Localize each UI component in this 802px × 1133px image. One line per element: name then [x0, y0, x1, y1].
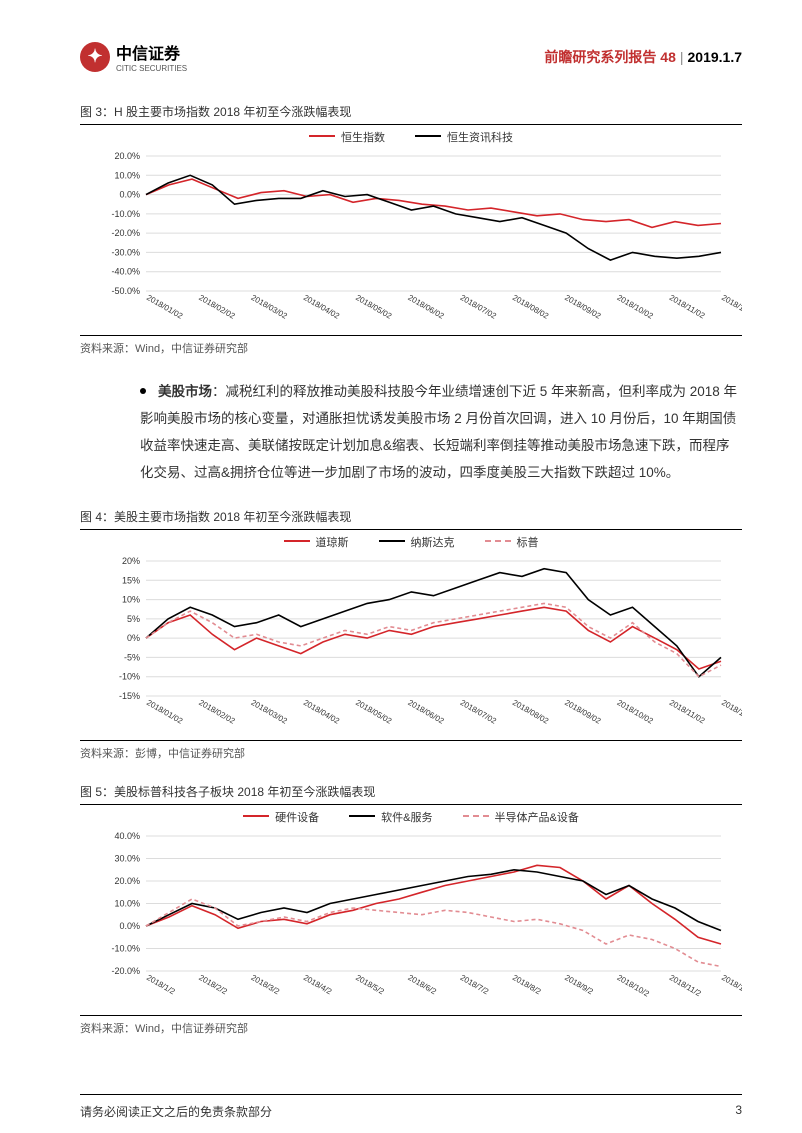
svg-text:-40.0%: -40.0% — [111, 267, 140, 277]
svg-text:2018/02/02: 2018/02/02 — [197, 293, 237, 321]
legend-item: 标普 — [485, 534, 539, 550]
svg-text:2018/7/2: 2018/7/2 — [459, 973, 491, 997]
svg-text:2018/04/02: 2018/04/02 — [302, 698, 342, 726]
svg-text:2018/12/02: 2018/12/02 — [720, 293, 742, 321]
bullet-content: ：减税红利的释放推动美股科技股今年业绩增速创下近 5 年来新高，但利率成为 20… — [140, 384, 737, 480]
legend-item: 恒生资讯科技 — [415, 129, 513, 145]
svg-text:20%: 20% — [122, 556, 140, 566]
svg-text:2018/01/02: 2018/01/02 — [145, 698, 185, 726]
svg-text:2018/8/2: 2018/8/2 — [511, 973, 543, 997]
svg-text:2018/1/2: 2018/1/2 — [145, 973, 177, 997]
header-meta: 前瞻研究系列报告 48|2019.1.7 — [544, 47, 742, 67]
logo-cn: 中信证券 — [116, 40, 187, 64]
svg-text:15%: 15% — [122, 575, 140, 585]
body-bullet: 美股市场：减税红利的释放推动美股科技股今年业绩增速创下近 5 年来新高，但利率成… — [140, 378, 742, 486]
footer-disclaimer: 请务必阅读正文之后的免责条款部分 — [80, 1103, 272, 1120]
svg-text:2018/10/02: 2018/10/02 — [615, 698, 655, 726]
bullet-icon — [140, 388, 146, 394]
svg-text:2018/09/02: 2018/09/02 — [563, 293, 603, 321]
report-page: ✦ 中信证券 CITIC SECURITIES 前瞻研究系列报告 48|2019… — [0, 0, 802, 1130]
legend-item: 纳斯达克 — [379, 534, 455, 550]
svg-text:2018/4/2: 2018/4/2 — [302, 973, 334, 997]
svg-text:2018/9/2: 2018/9/2 — [563, 973, 595, 997]
figure-3-source: 资料来源：Wind，中信证券研究部 — [80, 335, 742, 356]
svg-text:2018/04/02: 2018/04/02 — [302, 293, 342, 321]
brand-logo: ✦ 中信证券 CITIC SECURITIES — [80, 40, 187, 73]
svg-text:-20.0%: -20.0% — [111, 228, 140, 238]
svg-text:2018/6/2: 2018/6/2 — [406, 973, 438, 997]
figure-5-legend: 硬件设备 软件&服务 半导体产品&设备 — [80, 809, 742, 825]
footer-page-number: 3 — [735, 1103, 742, 1120]
svg-text:2018/07/02: 2018/07/02 — [459, 293, 499, 321]
page-header: ✦ 中信证券 CITIC SECURITIES 前瞻研究系列报告 48|2019… — [80, 40, 742, 73]
svg-text:2018/07/02: 2018/07/02 — [459, 698, 499, 726]
logo-text: 中信证券 CITIC SECURITIES — [116, 40, 187, 73]
figure-4-chart: -15% -10% -5% 0% 5% 10% 15% 20% 2018/01/02 2018/0… — [80, 556, 742, 736]
svg-text:10.0%: 10.0% — [114, 170, 140, 180]
svg-text:-10.0%: -10.0% — [111, 209, 140, 219]
svg-text:10%: 10% — [122, 595, 140, 605]
svg-text:0.0%: 0.0% — [119, 921, 140, 931]
svg-text:2018/12/2: 2018/12/2 — [720, 973, 742, 999]
svg-text:2018/08/02: 2018/08/02 — [511, 698, 551, 726]
svg-text:2018/03/02: 2018/03/02 — [250, 698, 290, 726]
svg-text:0%: 0% — [127, 633, 140, 643]
svg-text:2018/10/2: 2018/10/2 — [615, 973, 651, 999]
figure-5-chart: -20.0% -10.0% 0.0% 10.0% 20.0% 30.0% 40.0% 2018… — [80, 831, 742, 1011]
svg-text:0.0%: 0.0% — [119, 190, 140, 200]
svg-text:-15%: -15% — [119, 691, 140, 701]
legend-item: 半导体产品&设备 — [463, 809, 579, 825]
svg-text:-10.0%: -10.0% — [111, 944, 140, 954]
svg-text:2018/01/02: 2018/01/02 — [145, 293, 185, 321]
svg-text:-20.0%: -20.0% — [111, 966, 140, 976]
svg-text:2018/10/02: 2018/10/02 — [615, 293, 655, 321]
svg-text:2018/08/02: 2018/08/02 — [511, 293, 551, 321]
svg-text:20.0%: 20.0% — [114, 151, 140, 161]
svg-text:2018/5/2: 2018/5/2 — [354, 973, 386, 997]
svg-text:2018/11/02: 2018/11/02 — [668, 698, 707, 726]
svg-text:2018/11/02: 2018/11/02 — [668, 293, 707, 321]
svg-text:-5%: -5% — [124, 652, 140, 662]
legend-item: 恒生指数 — [309, 129, 385, 145]
svg-text:2018/2/2: 2018/2/2 — [197, 973, 229, 997]
svg-text:30.0%: 30.0% — [114, 854, 140, 864]
svg-text:2018/05/02: 2018/05/02 — [354, 698, 394, 726]
figure-4-source: 资料来源：彭博，中信证券研究部 — [80, 740, 742, 761]
svg-text:20.0%: 20.0% — [114, 876, 140, 886]
figure-4-title: 图 4：美股主要市场指数 2018 年初至今涨跌幅表现 — [80, 508, 742, 530]
page-footer: 请务必阅读正文之后的免责条款部分 3 — [80, 1094, 742, 1120]
svg-text:2018/06/02: 2018/06/02 — [406, 698, 446, 726]
svg-text:-50.0%: -50.0% — [111, 286, 140, 296]
figure-3-title: 图 3：H 股主要市场指数 2018 年初至今涨跌幅表现 — [80, 103, 742, 125]
svg-text:40.0%: 40.0% — [114, 831, 140, 841]
svg-text:5%: 5% — [127, 614, 140, 624]
svg-text:10.0%: 10.0% — [114, 899, 140, 909]
logo-en: CITIC SECURITIES — [116, 64, 187, 73]
figure-4-legend: 道琼斯 纳斯达克 标普 — [80, 534, 742, 550]
report-date: 2019.1.7 — [688, 49, 743, 65]
report-series: 前瞻研究系列报告 48 — [544, 49, 675, 65]
svg-text:2018/03/02: 2018/03/02 — [250, 293, 290, 321]
legend-item: 硬件设备 — [243, 809, 319, 825]
svg-text:-10%: -10% — [119, 672, 140, 682]
svg-text:2018/05/02: 2018/05/02 — [354, 293, 394, 321]
legend-item: 软件&服务 — [349, 809, 432, 825]
figure-3-chart: -50.0% -40.0% -30.0% -20.0% -10.0% 0.0% 10.0% 2… — [80, 151, 742, 331]
svg-text:2018/3/2: 2018/3/2 — [250, 973, 282, 997]
svg-text:2018/06/02: 2018/06/02 — [406, 293, 446, 321]
figure-5-title: 图 5：美股标普科技各子板块 2018 年初至今涨跌幅表现 — [80, 783, 742, 805]
svg-text:2018/11/2: 2018/11/2 — [668, 973, 703, 999]
svg-text:2018/12/02: 2018/12/02 — [720, 698, 742, 726]
citic-logo-icon: ✦ — [80, 42, 110, 72]
legend-item: 道琼斯 — [284, 534, 349, 550]
figure-3-legend: 恒生指数 恒生资讯科技 — [80, 129, 742, 145]
svg-text:2018/09/02: 2018/09/02 — [563, 698, 603, 726]
bullet-label: 美股市场 — [158, 384, 212, 399]
svg-text:2018/02/02: 2018/02/02 — [197, 698, 237, 726]
svg-text:-30.0%: -30.0% — [111, 247, 140, 257]
figure-5-source: 资料来源：Wind，中信证券研究部 — [80, 1015, 742, 1036]
